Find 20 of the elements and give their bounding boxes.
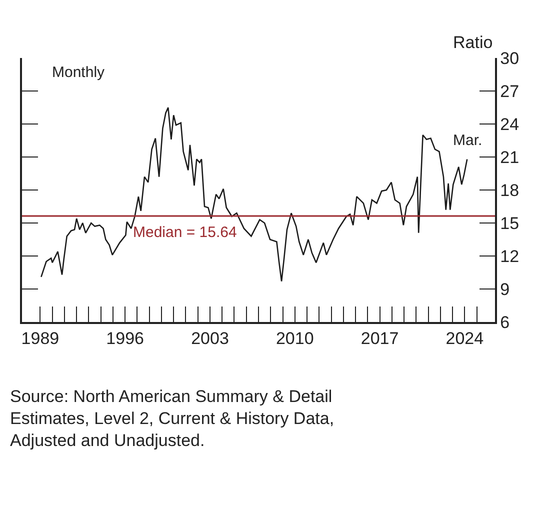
annotation: Mar. (453, 132, 482, 149)
y-tick-label: 9 (500, 280, 510, 299)
ref-line-label: Median = 15.64 (133, 224, 237, 241)
x-tick-label: 2010 (276, 329, 314, 348)
y-tick-label: 15 (500, 214, 520, 233)
x-tick-label: 2024 (446, 329, 484, 348)
x-tick-label: 2003 (191, 329, 229, 348)
y-tick-label: 18 (500, 180, 520, 200)
x-tick-label: 1996 (106, 329, 144, 348)
annotation: Monthly (52, 64, 106, 81)
y-tick-label: 30 (500, 48, 520, 68)
y-tick-label: 21 (500, 148, 520, 167)
y-axis-title: Ratio (453, 33, 493, 52)
y-tick-label: 12 (500, 246, 520, 266)
x-tick-label: 2017 (360, 329, 399, 348)
y-tick-label: 24 (500, 114, 520, 134)
source-note: Source: North American Summary & Detail Estimates, Level 2, Current & History Data, Adjusted and Unadjusted. (10, 387, 334, 450)
y-tick-label: 6 (500, 312, 510, 332)
y-tick-label: 27 (500, 82, 520, 101)
x-tick-label: 1989 (21, 329, 60, 348)
